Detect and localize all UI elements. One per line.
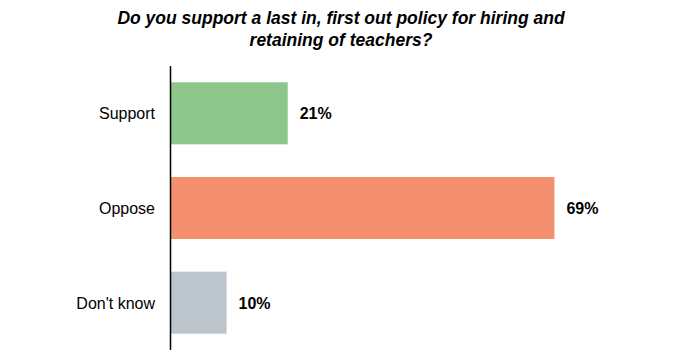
category-label: Support <box>99 105 156 122</box>
data-label: 21% <box>300 105 332 122</box>
title-line: retaining of teachers? <box>250 30 433 50</box>
bar <box>171 82 288 144</box>
axis-line <box>170 66 172 350</box>
title-line: Do you support a last in, first out poli… <box>117 8 565 28</box>
bars <box>171 82 554 333</box>
category-label: Oppose <box>99 200 155 217</box>
category-label: Don't know <box>76 295 155 312</box>
title: Do you support a last in, first out poli… <box>117 8 565 50</box>
bar <box>171 177 554 239</box>
data-label: 10% <box>239 295 271 312</box>
data-label: 69% <box>566 200 598 217</box>
bar <box>171 272 227 334</box>
chart: Do you support a last in, first out poli… <box>0 0 682 364</box>
